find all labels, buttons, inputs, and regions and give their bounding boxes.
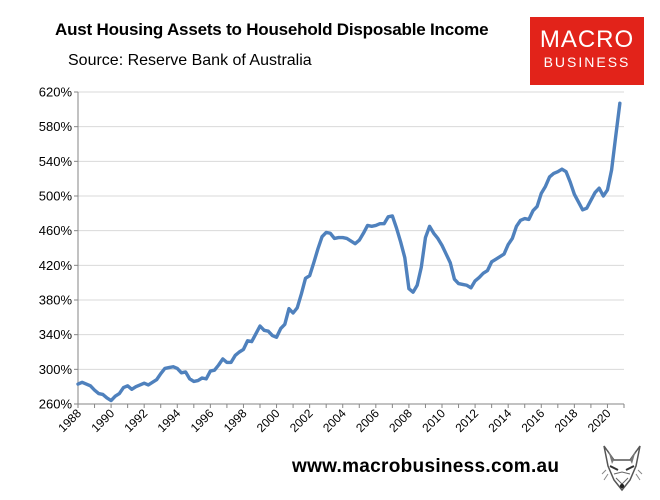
x-axis-ticks: 1988 1990 1992 1994 1996 1998 2000 2002 2004 2006… — [55, 404, 625, 435]
x-tick-label: 1994 — [155, 406, 184, 435]
y-tick-label: 380% — [39, 293, 73, 308]
y-axis-ticks: 260% 300% 340% 380% 420% 460% 500% 540% 580% 620% — [39, 85, 78, 412]
x-tick-label: 2010 — [419, 406, 448, 435]
y-tick-label: 620% — [39, 85, 73, 100]
y-tick-label: 340% — [39, 327, 73, 342]
chart-title: Aust Housing Assets to Household Disposa… — [55, 20, 489, 39]
x-tick-label: 2008 — [386, 406, 415, 435]
x-tick-label: 2002 — [287, 406, 316, 435]
fox-head-icon — [601, 445, 643, 492]
x-tick-label: 2018 — [552, 406, 581, 435]
y-tick-label: 460% — [39, 223, 73, 238]
website-url: www.macrobusiness.com.au — [292, 456, 560, 477]
x-tick-label: 1992 — [122, 406, 151, 435]
x-tick-label: 2012 — [452, 406, 481, 435]
series-line — [76, 101, 622, 403]
logo-line-1: MACRO — [539, 26, 635, 53]
y-tick-label: 260% — [39, 397, 73, 412]
series-layer — [76, 101, 622, 403]
x-tick-label: 2020 — [585, 406, 614, 435]
x-tick-label: 2004 — [320, 406, 349, 435]
macrobusiness-logo: MACRO BUSINESS — [530, 17, 644, 85]
y-tick-label: 580% — [39, 119, 73, 134]
axes — [77, 92, 624, 405]
y-tick-label: 420% — [39, 258, 73, 273]
x-tick-label: 1990 — [88, 406, 117, 435]
x-tick-label: 1996 — [188, 406, 217, 435]
x-tick-label: 2014 — [486, 406, 515, 435]
chart-subtitle: Source: Reserve Bank of Australia — [68, 52, 312, 69]
gridlines — [78, 91, 624, 370]
x-tick-label: 2016 — [519, 406, 548, 435]
y-tick-label: 300% — [39, 362, 73, 377]
x-tick-label: 2006 — [353, 406, 382, 435]
logo-line-2: BUSINESS — [543, 54, 631, 70]
x-tick-label: 1998 — [221, 406, 250, 435]
x-tick-label: 2000 — [254, 406, 283, 435]
y-tick-label: 500% — [39, 189, 73, 204]
y-tick-label: 540% — [39, 154, 73, 169]
